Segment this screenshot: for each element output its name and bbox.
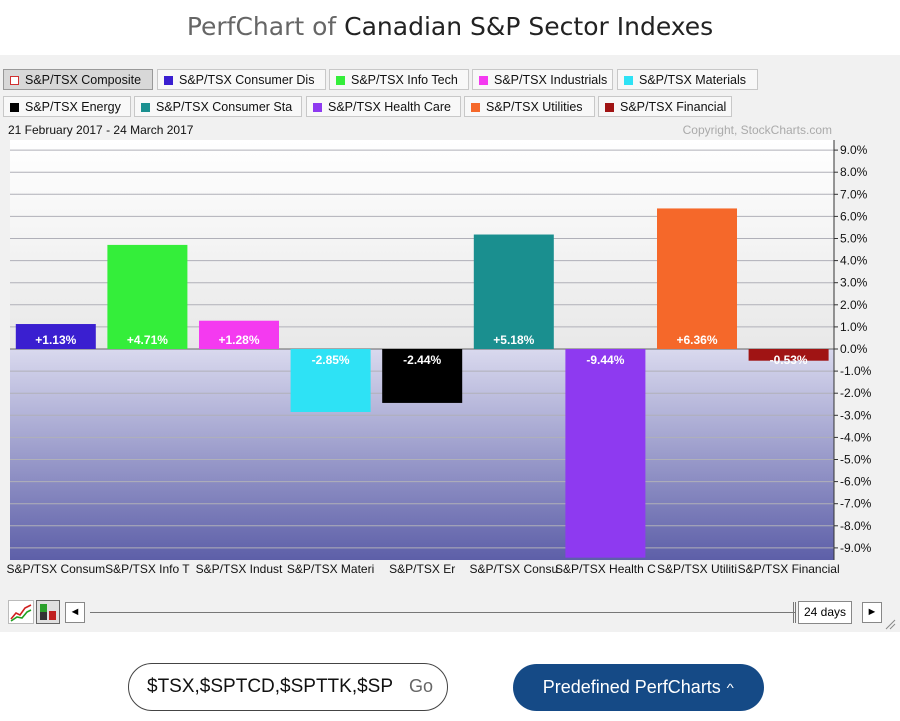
- x-tick-label: S&P/TSX Consu: [469, 562, 558, 576]
- y-tick-label: -1.0%: [840, 364, 872, 378]
- x-tick-label: S&P/TSX Materi: [287, 562, 374, 576]
- bar: [199, 320, 279, 349]
- bar-value-label: +1.13%: [35, 333, 76, 347]
- legend-label: S&P/TSX Utilities: [486, 100, 583, 114]
- bar: [473, 234, 554, 349]
- legend-item[interactable]: S&P/TSX Info Tech: [329, 69, 469, 90]
- symbol-input[interactable]: [147, 673, 399, 701]
- date-range: 21 February 2017 - 24 March 2017: [8, 123, 194, 137]
- bar-value-label: +5.18%: [493, 333, 534, 347]
- y-tick-label: 1.0%: [840, 320, 868, 334]
- legend-label: S&P/TSX Industrials: [494, 73, 608, 87]
- scroll-right-button[interactable]: ►: [862, 602, 882, 623]
- y-tick-label: 3.0%: [840, 276, 868, 290]
- y-tick-label: 8.0%: [840, 165, 868, 179]
- legend-swatch: [624, 76, 633, 85]
- legend-item[interactable]: S&P/TSX Health Care: [306, 96, 461, 117]
- range-slider-handle[interactable]: [793, 602, 796, 623]
- scroll-left-button[interactable]: ◄: [65, 602, 85, 623]
- y-tick-label: -2.0%: [840, 386, 872, 400]
- legend-item[interactable]: S&P/TSX Utilities: [464, 96, 595, 117]
- legend-label: S&P/TSX Info Tech: [351, 73, 458, 87]
- resize-grip-icon[interactable]: [884, 618, 896, 630]
- legend-swatch: [605, 103, 614, 112]
- legend-item[interactable]: S&P/TSX Materials: [617, 69, 758, 90]
- bar-value-label: +1.28%: [218, 333, 259, 347]
- bar-value-label: +4.71%: [127, 333, 168, 347]
- period-button[interactable]: 24 days: [798, 601, 852, 624]
- chevron-up-icon: ^: [726, 681, 734, 695]
- legend-swatch: [479, 76, 488, 85]
- page-title: PerfChart of Canadian S&P Sector Indexes: [0, 0, 900, 52]
- bar-value-label: -0.53%: [770, 353, 808, 367]
- y-tick-label: 7.0%: [840, 187, 868, 201]
- perf-chart: 9.0% 8.0% 7.0% 6.0% 5.0% 4.0% 3.0% 2.0% 1.0% 0.0%…: [0, 120, 900, 580]
- bar-value-label: -2.44%: [403, 353, 441, 367]
- go-button[interactable]: Go: [408, 676, 433, 696]
- legend-label: S&P/TSX Consumer Dis: [179, 73, 315, 87]
- bar: [290, 349, 371, 412]
- legend-swatch: [164, 76, 173, 85]
- y-tick-label: 4.0%: [840, 254, 868, 268]
- y-tick-label: -5.0%: [840, 453, 872, 467]
- y-tick-label: 2.0%: [840, 298, 868, 312]
- bar: [15, 324, 96, 349]
- range-slider-track[interactable]: [90, 612, 796, 613]
- legend-swatch: [471, 103, 480, 112]
- bar: [748, 349, 829, 361]
- bar-value-label: -2.85%: [312, 353, 350, 367]
- legend-swatch: [10, 103, 19, 112]
- y-tick-label: 9.0%: [840, 143, 868, 157]
- x-tick-label: S&P/TSX Utiliti: [657, 562, 737, 576]
- line-chart-icon[interactable]: [8, 600, 34, 624]
- copyright: Copyright, StockCharts.com: [683, 123, 832, 137]
- bar-value-label: -9.44%: [586, 353, 624, 367]
- bar: [107, 244, 188, 349]
- x-tick-label: S&P/TSX Financial: [738, 562, 840, 576]
- legend-label: S&P/TSX Materials: [639, 73, 746, 87]
- bar: [565, 349, 646, 558]
- x-tick-label: S&P/TSX Health C: [555, 562, 656, 576]
- title-lead: PerfChart of: [186, 12, 337, 41]
- legend-swatch: [313, 103, 322, 112]
- y-tick-label: -8.0%: [840, 519, 872, 533]
- bar: [657, 208, 737, 349]
- legend-item[interactable]: S&P/TSX Industrials: [472, 69, 613, 90]
- x-tick-label: S&P/TSX Consum: [6, 562, 105, 576]
- legend-label: S&P/TSX Financial: [620, 100, 727, 114]
- legend-label: S&P/TSX Consumer Sta: [156, 100, 293, 114]
- legend-label: S&P/TSX Composite: [25, 73, 142, 87]
- y-tick-label: -3.0%: [840, 408, 872, 422]
- y-tick-label: -7.0%: [840, 497, 872, 511]
- predefined-label: Predefined PerfCharts: [542, 677, 721, 697]
- y-tick-label: 0.0%: [840, 342, 868, 356]
- legend-label: S&P/TSX Energy: [25, 100, 121, 114]
- legend-swatch: [336, 76, 345, 85]
- legend-item[interactable]: S&P/TSX Consumer Dis: [157, 69, 326, 90]
- title-main: Canadian S&P Sector Indexes: [344, 12, 714, 41]
- legend-item[interactable]: S&P/TSX Consumer Sta: [134, 96, 302, 117]
- legend-swatch: [141, 103, 150, 112]
- symbol-search-box: Go: [128, 663, 448, 711]
- y-tick-label: -6.0%: [840, 475, 872, 489]
- bar-value-label: +6.36%: [676, 333, 717, 347]
- x-tick-label: S&P/TSX Er: [389, 562, 455, 576]
- legend-item[interactable]: S&P/TSX Composite: [3, 69, 153, 90]
- legend-item[interactable]: S&P/TSX Financial: [598, 96, 732, 117]
- y-tick-label: -4.0%: [840, 430, 872, 444]
- legend-swatch: [10, 76, 19, 85]
- y-tick-label: 6.0%: [840, 209, 868, 223]
- bar-chart-icon[interactable]: [36, 600, 60, 624]
- y-tick-label: 5.0%: [840, 232, 868, 246]
- predefined-perfcharts-button[interactable]: Predefined PerfCharts ^: [513, 664, 764, 711]
- x-tick-label: S&P/TSX Info T: [105, 562, 190, 576]
- x-tick-label: S&P/TSX Indust: [196, 562, 283, 576]
- legend-item[interactable]: S&P/TSX Energy: [3, 96, 131, 117]
- chart-controls: ◄ 24 days ►: [0, 598, 900, 630]
- bar: [382, 349, 463, 403]
- y-tick-label: -9.0%: [840, 541, 872, 555]
- legend-label: S&P/TSX Health Care: [328, 100, 451, 114]
- chart-svg: 9.0% 8.0% 7.0% 6.0% 5.0% 4.0% 3.0% 2.0% 1.0% 0.0%…: [6, 123, 872, 576]
